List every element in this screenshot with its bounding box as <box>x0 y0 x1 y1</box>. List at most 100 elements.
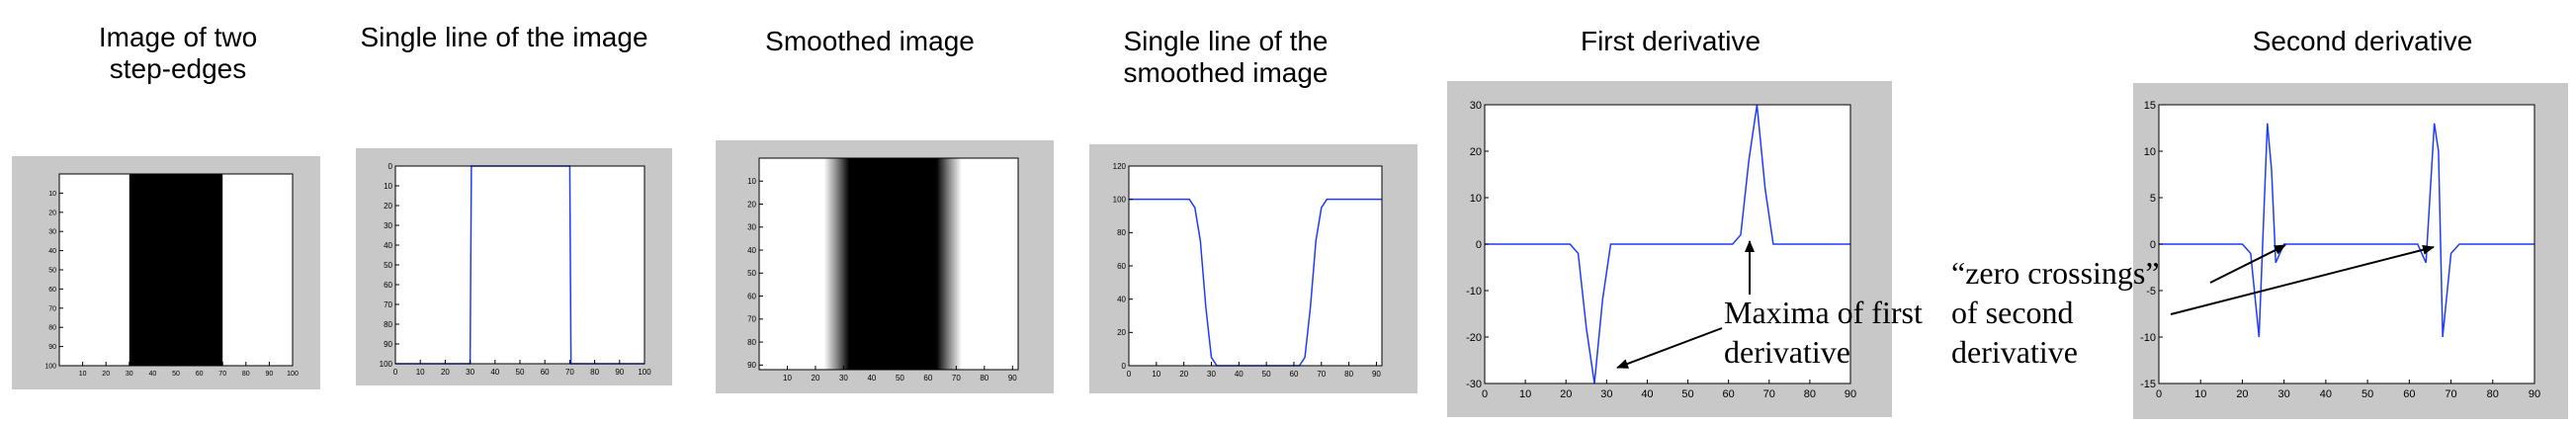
y-tick-label: 50 <box>747 269 756 278</box>
y-tick-label: 80 <box>747 338 756 347</box>
x-tick-label: 10 <box>783 374 792 382</box>
plot-p2: 0 10 20 30 40 50 60 70 80 90 100010203040506070809… <box>380 162 652 377</box>
x-tick-label: 30 <box>2278 388 2290 400</box>
y-tick-label: 60 <box>1117 262 1126 271</box>
y-tick-label: -30 <box>1466 379 1482 390</box>
y-tick-label: 10 <box>1470 193 1482 205</box>
y-tick-label: 90 <box>384 340 392 349</box>
plot-frame <box>758 157 1019 371</box>
y-tick-label: 30 <box>384 221 392 230</box>
y-tick-label: 80 <box>384 320 392 329</box>
annotation-maxima: Maxima of first derivative <box>1724 293 1923 372</box>
y-tick-label: 40 <box>384 241 392 250</box>
y-tick-label: 40 <box>747 246 756 255</box>
x-tick-label: 90 <box>1845 388 1856 400</box>
series-line <box>2159 123 2534 338</box>
x-tick-label: 10 <box>1519 388 1531 400</box>
y-tick-label: 120 <box>1113 162 1127 171</box>
x-tick-label: 40 <box>2320 388 2332 400</box>
x-tick-label: 70 <box>1317 370 1326 379</box>
y-tick-label: 10 <box>2144 146 2156 158</box>
x-tick-label: 20 <box>1179 370 1188 379</box>
y-tick-label: 20 <box>48 210 56 216</box>
x-tick-label: 30 <box>126 371 133 378</box>
smoothed-band <box>823 158 963 370</box>
y-tick-label: 30 <box>747 223 756 232</box>
x-tick-label: 20 <box>812 374 820 382</box>
y-tick-label: -20 <box>1466 332 1482 344</box>
x-tick-label: 50 <box>172 371 180 378</box>
annotation-maxima-line1: Maxima of first <box>1724 295 1923 330</box>
x-tick-label: 80 <box>590 368 599 377</box>
x-tick-label: 90 <box>615 368 624 377</box>
y-tick-label: 100 <box>1113 195 1127 204</box>
y-tick-label: 60 <box>48 287 56 294</box>
y-tick-label: 5 <box>2150 193 2156 205</box>
x-tick-label: 80 <box>1804 388 1816 400</box>
y-tick-label: 20 <box>1117 328 1126 337</box>
plot-p3: 10 20 30 40 50 60 70 80 90 10 20 30 40 50 60 70 80 90 <box>747 157 1019 382</box>
y-tick-label: 15 <box>2144 100 2156 112</box>
y-tick-label: 0 <box>388 162 393 171</box>
y-tick-label: 90 <box>48 344 56 351</box>
y-tick-label: -10 <box>1466 286 1482 298</box>
annotation-zero-line1: “zero crossings” <box>1951 255 2160 291</box>
x-tick-label: 40 <box>149 371 157 378</box>
y-tick-label: 60 <box>747 292 756 300</box>
x-tick-label: 20 <box>1560 388 1572 400</box>
x-tick-label: 0 <box>393 368 398 377</box>
y-tick-label: -15 <box>2140 379 2156 390</box>
x-tick-label: 60 <box>541 368 550 377</box>
x-tick-label: 60 <box>1723 388 1735 400</box>
x-tick-label: 10 <box>79 371 87 378</box>
x-tick-label: 90 <box>266 371 274 378</box>
x-tick-label: 80 <box>242 371 250 378</box>
x-tick-label: 80 <box>980 374 988 382</box>
panel-title-smoothed-image: Smoothed image <box>765 26 975 56</box>
x-tick-label: 70 <box>2445 388 2456 400</box>
x-tick-label: 10 <box>416 368 425 377</box>
x-tick-label: 70 <box>218 371 226 378</box>
y-tick-label: 20 <box>1470 146 1482 158</box>
annotation-zero-line2: of second <box>1951 295 2074 330</box>
y-tick-label: 10 <box>48 191 56 198</box>
panel-title-first-derivative: First derivative <box>1580 26 1761 56</box>
plot-p1: 10 20 30 40 50 60 70 80 90 100 10 20 30 40 50 60 70 80 90 1… <box>44 173 299 378</box>
x-tick-label: 60 <box>1290 370 1299 379</box>
y-tick-label: 80 <box>1117 228 1126 237</box>
y-tick-label: 40 <box>48 248 56 255</box>
x-tick-label: 40 <box>490 368 499 377</box>
y-tick-label: 20 <box>747 200 756 209</box>
y-tick-label: 100 <box>380 360 393 369</box>
x-tick-label: 40 <box>867 374 876 382</box>
y-tick-label: 50 <box>384 261 392 270</box>
x-tick-label: 90 <box>1008 374 1017 382</box>
x-tick-label: 20 <box>102 371 110 378</box>
x-tick-label: 50 <box>2361 388 2373 400</box>
y-tick-label: 70 <box>384 300 392 309</box>
x-tick-label: 40 <box>1235 370 1244 379</box>
x-tick-label: 70 <box>952 374 961 382</box>
x-tick-label: 70 <box>565 368 574 377</box>
x-tick-label: 30 <box>1207 370 1216 379</box>
y-tick-label: 70 <box>747 315 756 324</box>
y-tick-label: 10 <box>747 177 756 186</box>
y-tick-label: 50 <box>48 267 56 274</box>
y-tick-label: 20 <box>384 202 392 211</box>
y-tick-label: 30 <box>1470 100 1482 112</box>
y-tick-label: -10 <box>2140 332 2156 344</box>
y-tick-label: 60 <box>384 281 392 290</box>
dark-band <box>129 174 223 366</box>
y-tick-label: 90 <box>747 361 756 370</box>
y-tick-label: 10 <box>384 182 392 191</box>
x-tick-label: 70 <box>1763 388 1775 400</box>
y-tick-label: 80 <box>48 325 56 332</box>
x-tick-label: 40 <box>1641 388 1653 400</box>
plot-area <box>394 165 645 365</box>
x-tick-label: 50 <box>1262 370 1271 379</box>
x-tick-label: 30 <box>839 374 848 382</box>
y-tick-label: 0 <box>1122 362 1127 371</box>
x-tick-label: 60 <box>2403 388 2415 400</box>
x-tick-label: 20 <box>441 368 450 377</box>
